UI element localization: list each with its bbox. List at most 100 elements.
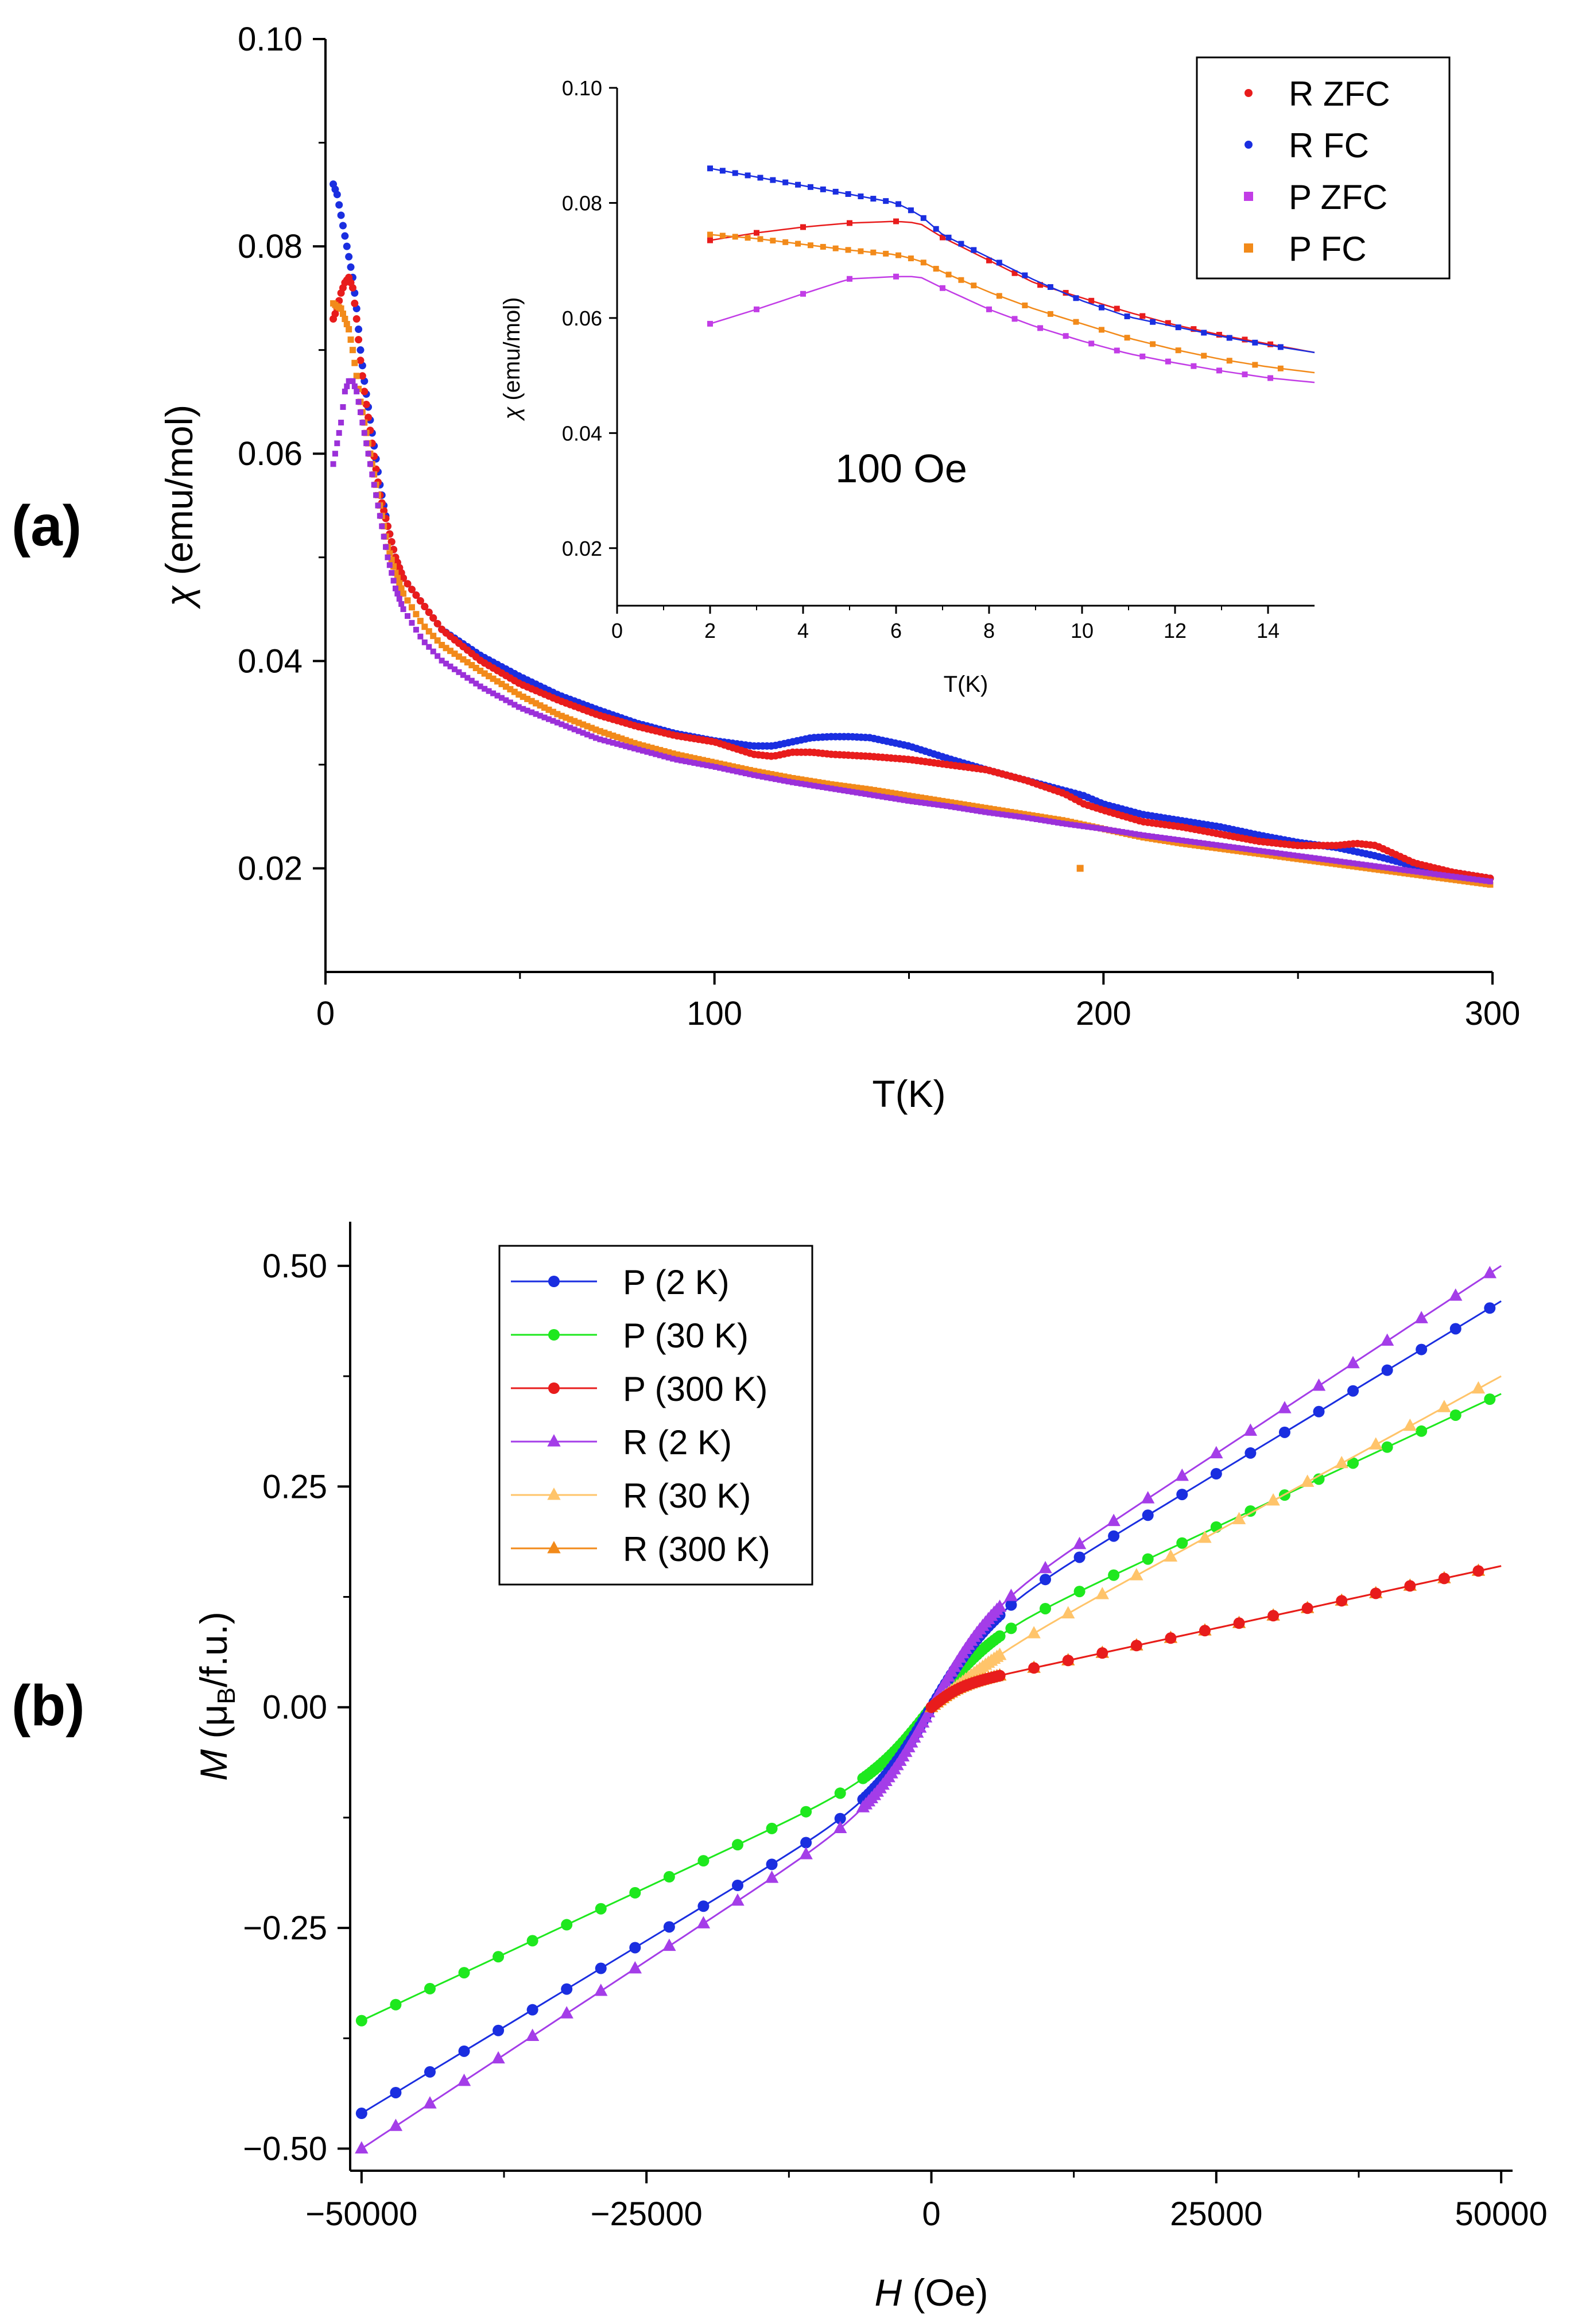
inset-series-r-zfc [707,218,1315,354]
legend-marker [1244,192,1253,201]
data-point [1484,1302,1496,1314]
data-point [351,383,358,389]
data-point [408,586,416,594]
data-point [520,706,526,712]
data-point [883,794,890,800]
data-point [580,730,586,736]
data-point [558,712,565,719]
y-tick-label: −0.25 [243,1909,327,1947]
x-tick-label: −50000 [305,2195,417,2233]
data-point [766,1858,778,1870]
inset-data-point [1150,319,1156,325]
data-point [1204,840,1211,847]
data-point [759,773,766,780]
data-point [986,809,993,816]
data-point [1466,876,1472,882]
data-point [712,764,719,770]
data-point [515,691,522,698]
data-point [356,357,365,365]
data-point [1255,850,1262,857]
data-point [674,757,680,763]
data-point [1461,878,1468,885]
data-point [1072,1536,1087,1550]
inset-data-point [883,198,889,204]
data-point [1174,839,1181,846]
data-point [359,420,366,426]
data-point [363,440,370,447]
data-point [766,1822,778,1834]
data-point [721,766,727,772]
data-point [1453,874,1459,880]
data-point [1336,1595,1348,1607]
data-point [939,802,945,808]
data-point [389,570,395,576]
inset-data-point [754,306,759,312]
series-r-30-k- [924,1375,1502,1713]
data-point [386,562,393,568]
data-point [909,793,916,800]
data-point [1359,861,1365,867]
inset-data-point [1073,319,1079,325]
data-point [1170,836,1177,842]
data-point [939,797,946,804]
inset-data-point [1267,375,1274,381]
data-point [389,2118,403,2131]
data-point [435,653,441,659]
data-point [768,775,774,781]
data-point [1095,1587,1109,1599]
data-point [1294,853,1301,859]
data-point [1281,854,1288,861]
data-point [1016,814,1022,820]
data-point [1333,861,1340,867]
data-point [614,734,621,741]
data-point [1136,831,1142,838]
data-point [1381,1364,1393,1376]
data-point [1218,842,1224,849]
data-point [1059,820,1065,827]
data-point [1054,816,1061,823]
data-point [350,378,356,384]
data-point [867,792,873,798]
inset-data-point [958,277,964,283]
data-point [1050,819,1057,825]
data-point [1414,1311,1428,1323]
data-point [781,773,788,780]
data-point [1200,843,1207,850]
data-point [866,786,873,793]
data-point [1350,860,1356,866]
data-point [1108,1569,1120,1581]
data-point [486,673,493,680]
data-point [526,2004,538,2016]
data-point [1200,840,1207,846]
data-point [490,690,497,696]
data-point [477,667,484,674]
data-point [1096,1647,1108,1659]
data-point [351,359,358,366]
data-point [351,299,359,307]
data-point [1094,825,1100,831]
inset-data-point [1124,313,1130,320]
inset-x-tick-label: 6 [890,619,902,642]
inset-data-point [908,255,914,262]
data-point [1265,849,1271,855]
legend-label: R (30 K) [623,1477,751,1515]
data-point [348,284,356,292]
data-point [502,683,509,690]
legend-marker [548,1276,560,1287]
data-point [1342,859,1348,865]
inset-y-tick-label: 0.10 [562,76,602,100]
data-point [931,801,937,807]
data-point [597,736,603,742]
data-point [802,781,809,788]
data-point [596,728,603,735]
inset-data-point [1226,335,1232,341]
data-point [1401,870,1408,877]
data-point [665,754,672,761]
data-point [1226,846,1232,853]
data-point [336,430,342,436]
data-point [1119,829,1125,835]
data-point [396,596,402,602]
data-point [1286,851,1292,858]
data-point [618,735,625,742]
inset-data-point [1165,320,1171,326]
